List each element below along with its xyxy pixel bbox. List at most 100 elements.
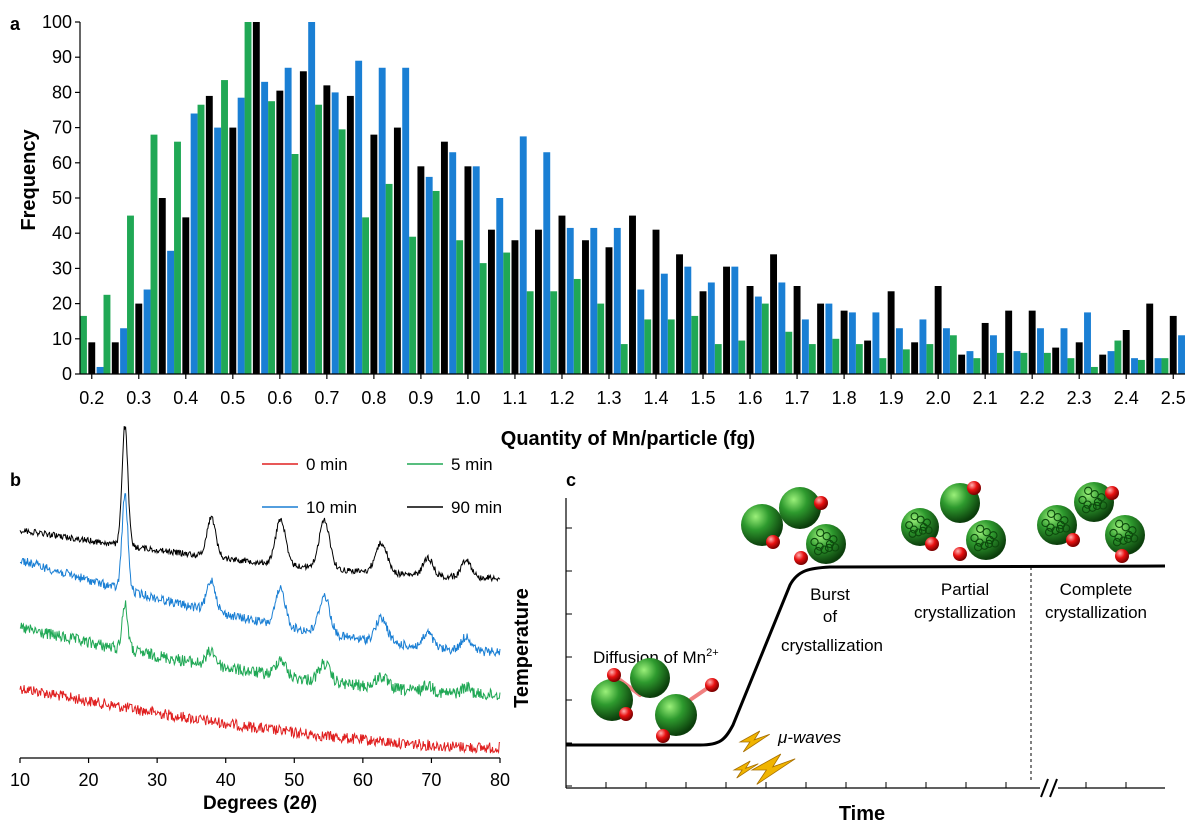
histogram-bar <box>652 229 660 374</box>
mn-ion <box>619 707 633 721</box>
histogram-bar <box>973 358 981 374</box>
histogram-bar <box>214 127 222 374</box>
legend-label: 10 min <box>306 498 357 517</box>
axis-break-mark <box>1049 778 1058 798</box>
complete-label-line-1: Complete <box>1060 580 1133 599</box>
histogram-bar <box>902 349 910 374</box>
histogram-bar <box>496 198 504 374</box>
crystal-facet <box>1115 519 1124 528</box>
x-tick-label: 2.2 <box>1020 388 1045 408</box>
crystal-facet <box>1062 524 1071 533</box>
histogram-bar <box>855 344 863 374</box>
x-tick-label: 1.9 <box>879 388 904 408</box>
y-tick-label: 0 <box>62 364 72 384</box>
crystal-facet <box>989 531 998 540</box>
histogram-bar <box>1090 366 1098 374</box>
histogram-bar <box>135 303 143 374</box>
crystal-facet <box>1128 526 1137 535</box>
crystal-facet <box>824 543 834 553</box>
histogram-bar <box>990 335 997 374</box>
histogram-bar <box>840 310 848 374</box>
x-tick-label: 50 <box>284 770 304 790</box>
y-tick-label: 10 <box>52 329 72 349</box>
crystal-facet <box>975 538 984 547</box>
histogram-bar <box>221 80 228 374</box>
crystal-facet <box>1090 490 1099 499</box>
x-tick-label: 0.6 <box>267 388 292 408</box>
histogram-bar <box>590 227 598 374</box>
axis-break-gap <box>1040 776 1058 800</box>
x-tick-label: 1.5 <box>691 388 716 408</box>
histogram-bar <box>1052 347 1060 374</box>
histogram-bar <box>1178 335 1185 374</box>
panel-b-xrd: b 10 20 30 40 50 60 70 80 Degrees (2θ) 0 min 5 m… <box>10 425 510 814</box>
histogram-bar <box>817 303 825 374</box>
mn-ion <box>656 729 670 743</box>
panel-b-x-ticks: 10 20 30 40 50 60 70 80 <box>10 758 510 790</box>
histogram-bar <box>252 22 260 374</box>
histogram-bar <box>879 358 887 374</box>
crystal-facet <box>1092 501 1102 511</box>
axis-break-mark <box>1040 778 1049 798</box>
y-tick-label: 60 <box>52 153 72 173</box>
histogram-bar <box>96 366 104 374</box>
x-tick-label: 2.3 <box>1067 388 1092 408</box>
histogram-bar <box>143 289 151 374</box>
histogram-bar <box>644 319 652 374</box>
crystal-facet <box>1046 523 1055 532</box>
histogram-bar <box>911 342 919 374</box>
histogram-bar <box>934 286 942 374</box>
x-tick-label: 2.4 <box>1114 388 1139 408</box>
x-tick-label: 1.8 <box>832 388 857 408</box>
histogram-bar <box>981 322 989 374</box>
histogram-bar <box>80 315 87 374</box>
mn-ion <box>1105 486 1119 500</box>
mn-ion <box>607 668 621 682</box>
histogram-bar <box>667 319 675 374</box>
crystal-facet <box>976 524 985 533</box>
histogram-bar <box>966 351 974 374</box>
mn-ion <box>814 496 828 510</box>
histogram-bar <box>676 254 683 374</box>
histogram-bar <box>315 104 323 374</box>
histogram-bar <box>299 71 307 374</box>
legend-label: 90 min <box>451 498 502 517</box>
complete-label-line-2: crystallization <box>1045 603 1147 622</box>
histogram-bar <box>723 266 730 374</box>
panel-a-label: a <box>10 14 21 34</box>
panel-c-label: c <box>566 470 576 490</box>
partial-label-line-2: crystallization <box>914 603 1016 622</box>
panel-c-schematic: c Temperature Time Diffusion of Mn2+ μ-w… <box>511 470 1166 824</box>
histogram-bar <box>785 331 793 374</box>
burst-label-line-1: Burst <box>810 585 850 604</box>
panel-c-ticks <box>565 527 1127 788</box>
x-tick-label: 60 <box>353 770 373 790</box>
histogram-bar <box>958 354 966 374</box>
mn-ion <box>705 678 719 692</box>
crystal-facet <box>1114 533 1123 542</box>
histogram-bar <box>479 263 487 374</box>
histogram-bar <box>174 141 181 374</box>
histogram-bar <box>558 215 566 374</box>
histogram-bar <box>432 190 440 374</box>
histogram-bar <box>1067 358 1075 374</box>
nanoparticle-sphere <box>655 694 697 736</box>
histogram-bar <box>707 282 715 374</box>
histogram-bar <box>150 134 158 374</box>
panel-b-lines <box>19 425 501 755</box>
crystal-facet <box>918 526 927 535</box>
histogram-bar <box>402 67 410 374</box>
x-tick-label: 2.0 <box>926 388 951 408</box>
crystal-facet <box>1083 500 1092 509</box>
crystal-facet <box>831 543 840 552</box>
histogram-bar <box>487 229 495 374</box>
histogram-bar <box>456 240 464 374</box>
crystal-facet <box>1078 495 1087 505</box>
microwave-bolt-icon <box>738 730 770 753</box>
crystal-facet <box>1041 518 1050 528</box>
crystal-facet <box>1097 493 1106 502</box>
panel-a-y-ticks: 0 10 20 30 40 50 60 70 80 90 100 <box>42 12 80 384</box>
histogram-bar <box>409 236 417 374</box>
x-tick-label: 0.3 <box>126 388 151 408</box>
histogram-bar <box>1037 328 1044 374</box>
